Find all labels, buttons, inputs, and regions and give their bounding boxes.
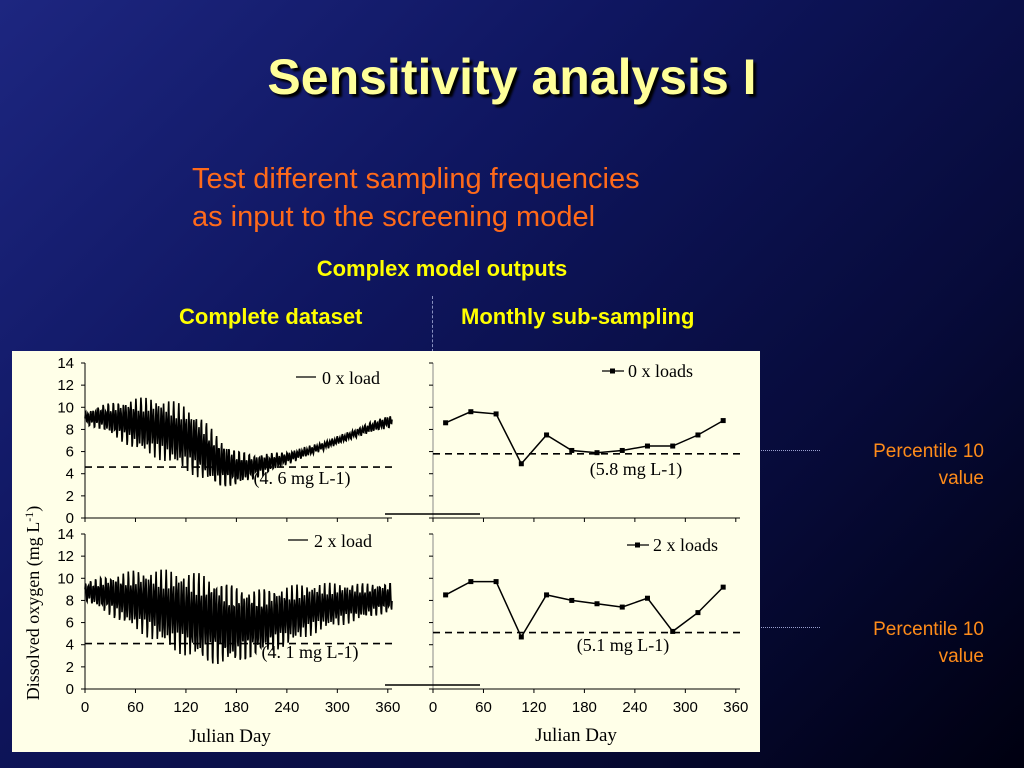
right-x-tick-label: 360 [723, 699, 748, 716]
bottom-left-y-tick-label: 12 [57, 548, 74, 565]
left-x-tick-label: 360 [375, 699, 400, 716]
left-x-tick-label: 120 [173, 699, 198, 716]
bottom-right-data-point [644, 595, 650, 601]
top-right-data-point [594, 450, 600, 456]
bottom-right-annotation: (5.1 mg L-1) [577, 635, 669, 656]
top-left-y-tick-label: 14 [57, 355, 74, 372]
top-left-y-tick-label: 8 [66, 421, 74, 438]
bottom-left-y-tick-label: 8 [66, 592, 74, 609]
top-right-data-point [720, 418, 726, 424]
bottom-left-y-tick-label: 0 [66, 681, 74, 698]
top-right-data-point [443, 420, 449, 426]
top-left-y-tick-label: 0 [66, 510, 74, 527]
right-x-tick-label: 0 [429, 699, 437, 716]
top-right-data-point [644, 443, 650, 449]
bottom-right-data-point [670, 628, 676, 634]
right-x-tick-label: 240 [622, 699, 647, 716]
y-axis-title: Dissolved oxygen (mg L-1) [22, 506, 44, 700]
top-right-legend-marker [610, 368, 615, 374]
top-right-data-point [695, 432, 701, 438]
callout-top-line-2: value [938, 468, 984, 489]
slide-title: Sensitivity analysis I [267, 49, 757, 105]
subtitle-line-1: Test different sampling frequencies [192, 163, 640, 195]
top-right-legend-label: 0 x loads [628, 361, 693, 381]
bottom-right-legend-label: 2 x loads [653, 535, 718, 555]
column-divider [432, 296, 433, 352]
bottom-left-y-tick-label: 10 [57, 570, 74, 587]
callout-leader-top [742, 450, 820, 451]
right-x-tick-label: 180 [572, 699, 597, 716]
top-left-y-tick-label: 6 [66, 444, 74, 461]
top-right-data-point [619, 447, 625, 453]
section-heading: Complex model outputs [316, 256, 568, 281]
bottom-right-data-point [518, 634, 524, 640]
bottom-right-data-point [695, 610, 701, 616]
top-left-y-tick-label: 4 [66, 466, 74, 483]
top-left-series-line [84, 397, 393, 487]
bottom-right-data-point [493, 579, 499, 585]
top-left-y-tick-label: 12 [57, 377, 74, 394]
top-right-data-point [670, 443, 676, 449]
subtitle-line-2: as input to the screening model [192, 201, 596, 233]
x-axis-title-left: Julian Day [189, 726, 271, 747]
bottom-right-legend-marker [635, 542, 640, 548]
bottom-left-y-tick-label: 14 [57, 526, 74, 543]
chart-panel: Dissolved oxygen (mg L-1) Julian Day Jul… [12, 351, 760, 752]
top-right-data-point [493, 411, 499, 417]
left-x-tick-label: 60 [127, 699, 144, 716]
bottom-left-annotation: (4. 1 mg L-1) [262, 642, 359, 663]
bottom-left-series-line [84, 569, 393, 665]
top-right-annotation: (5.8 mg L-1) [590, 459, 682, 480]
chart-svg: Dissolved oxygen (mg L-1) Julian Day Jul… [22, 355, 748, 747]
left-x-tick-label: 300 [325, 699, 350, 716]
top-left-legend-label: 0 x load [322, 368, 380, 388]
callout-top-line-1: Percentile 10 [873, 441, 984, 462]
top-right-series-line [445, 410, 724, 466]
bottom-right-data-point [443, 592, 449, 598]
left-x-tick-label: 240 [274, 699, 299, 716]
bottom-right-data-point [544, 592, 550, 598]
top-right-data-point [569, 447, 575, 453]
callout-leader-bottom [742, 627, 820, 628]
bottom-left-legend-label: 2 x load [314, 531, 372, 551]
bottom-right-data-point [720, 584, 726, 590]
bottom-right-data-point [619, 604, 625, 610]
bottom-right-data-point [569, 597, 575, 603]
callout-bottom-line-1: Percentile 10 [873, 619, 984, 640]
top-right-data-point [468, 409, 474, 415]
bottom-right-series-line [445, 580, 724, 639]
bottom-right-data-point [468, 579, 474, 585]
callout-percentile-bottom: Percentile 10 value [873, 616, 984, 670]
left-x-tick-label: 180 [224, 699, 249, 716]
top-right-data-point [544, 432, 550, 438]
callout-bottom-line-2: value [938, 646, 984, 667]
top-left-annotation: (4. 6 mg L-1) [254, 468, 351, 489]
column-heading-monthly: Monthly sub-sampling [461, 304, 695, 329]
bottom-left-y-tick-label: 2 [66, 659, 74, 676]
bottom-right-data-point [594, 601, 600, 607]
callout-percentile-top: Percentile 10 value [873, 438, 984, 492]
top-left-y-tick-label: 10 [57, 399, 74, 416]
left-x-tick-label: 0 [81, 699, 89, 716]
bottom-left-y-tick-label: 4 [66, 637, 74, 654]
right-x-tick-label: 60 [475, 699, 492, 716]
top-left-y-tick-label: 2 [66, 488, 74, 505]
top-right-data-point [518, 461, 524, 467]
x-axis-title-right: Julian Day [535, 725, 617, 746]
slide-subtitle: Test different sampling frequencies as i… [192, 160, 752, 236]
column-heading-complete: Complete dataset [179, 304, 363, 329]
right-x-tick-label: 300 [673, 699, 698, 716]
bottom-left-y-tick-label: 6 [66, 615, 74, 632]
right-x-tick-label: 120 [521, 699, 546, 716]
